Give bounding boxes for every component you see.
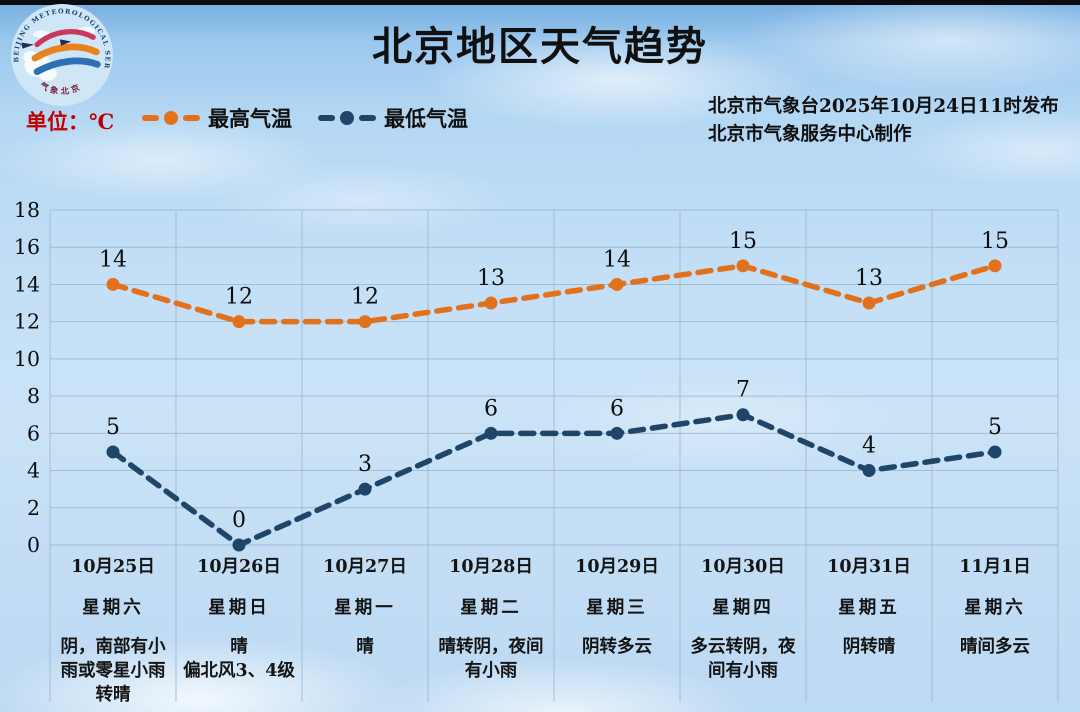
min-temp-value-label: 3 bbox=[358, 452, 372, 477]
logo-arrow-icon bbox=[59, 39, 72, 46]
chart-legend: 最高气温 最低气温 bbox=[142, 103, 468, 133]
y-tick-label: 2 bbox=[27, 496, 40, 520]
max-temp-point bbox=[610, 277, 624, 291]
logo-orange-swoosh bbox=[31, 43, 100, 62]
max-temp-value-label: 14 bbox=[603, 247, 631, 272]
max-temp-value-label: 14 bbox=[99, 247, 127, 272]
legend-label-max-temp: 最高气温 bbox=[208, 106, 292, 131]
max-temp-point bbox=[484, 296, 498, 310]
max-temp-value-label: 12 bbox=[351, 285, 379, 310]
max-temp-value-label: 15 bbox=[729, 229, 757, 254]
beijing-meteorological-logo: BEIJING METEOROLOGICAL SERVICE 气象北京 bbox=[10, 3, 113, 106]
max-temp-line bbox=[110, 263, 998, 325]
day-weather: 多云转阴，夜间有小雨 bbox=[690, 637, 796, 682]
min-temp-value-label: 5 bbox=[106, 415, 120, 440]
y-tick-label: 10 bbox=[14, 347, 40, 371]
day-column: 11月1日星期六晴间多云 bbox=[932, 553, 1058, 707]
min-temp-point bbox=[358, 482, 372, 496]
day-column: 10月26日 星期日晴 偏北风3、4级 bbox=[176, 553, 302, 707]
day-weekday: 星期一 bbox=[334, 598, 396, 618]
day-weekday: 星期四 bbox=[712, 598, 774, 618]
y-tick-label: 0 bbox=[27, 533, 40, 557]
day-weekday: 星期日 bbox=[208, 598, 270, 618]
max-temp-point bbox=[988, 259, 1002, 273]
min-temp-point bbox=[988, 445, 1002, 459]
y-tick-label: 14 bbox=[14, 272, 40, 296]
publisher-line-1: 北京市气象台2025年10月24日11时发布 bbox=[708, 96, 1059, 117]
min-temp-point bbox=[862, 464, 876, 478]
unit-label: 单位：℃ bbox=[26, 109, 115, 134]
max-temp-point bbox=[232, 315, 246, 329]
min-temp-point bbox=[484, 426, 498, 440]
day-column: 10月28日 星期二晴转阴，夜间有小雨 bbox=[428, 553, 554, 707]
logo-red-swoosh bbox=[34, 29, 96, 48]
min-temp-value-label: 5 bbox=[988, 415, 1002, 440]
day-date: 10月26日 bbox=[197, 557, 281, 577]
min-temp-point bbox=[610, 426, 624, 440]
max-temp-point bbox=[106, 277, 120, 291]
max-temp-value-label: 13 bbox=[477, 266, 505, 291]
max-temp-point bbox=[736, 259, 750, 273]
day-date: 10月31日 bbox=[827, 557, 911, 577]
min-temp-value-label: 7 bbox=[736, 378, 750, 403]
x-axis-labels: 10月25日 星期六 阴，南部有小雨或零星小雨转晴 10月26日 星期日晴 偏北风3、4… bbox=[50, 553, 1058, 707]
min-temp-line bbox=[110, 411, 998, 548]
day-weather: 阴转晴 bbox=[842, 637, 896, 657]
min-temp-value-label: 6 bbox=[610, 396, 624, 421]
max-temp-point bbox=[358, 315, 372, 329]
min-temp-value-label: 0 bbox=[232, 508, 246, 533]
min-temp-value-label: 6 bbox=[484, 396, 498, 421]
legend-label-min-temp: 最低气温 bbox=[384, 106, 468, 131]
day-date: 10月25日 bbox=[71, 557, 155, 577]
day-date: 10月30日 bbox=[701, 557, 785, 577]
day-weather: 阴，南部有小雨或零星小雨转晴 bbox=[60, 637, 166, 706]
day-column: 10月29日 星期三阴转多云 bbox=[554, 553, 680, 707]
max-temp-value-label: 12 bbox=[225, 285, 253, 310]
min-temp-point bbox=[232, 538, 246, 552]
max-temp-point bbox=[862, 296, 876, 310]
day-weather: 阴转多云 bbox=[582, 637, 652, 657]
min-temp-value-label: 4 bbox=[862, 434, 876, 459]
day-weather: 晴转阴，夜间有小雨 bbox=[438, 637, 544, 682]
day-weekday: 星期六 bbox=[82, 598, 144, 618]
day-weather: 晴 偏北风3、4级 bbox=[183, 637, 295, 682]
top-border bbox=[0, 0, 1080, 5]
publisher-info: 北京市气象台2025年10月24日11时发布 北京市气象服务中心制作 bbox=[708, 93, 1059, 149]
max-temp-value-label: 13 bbox=[855, 266, 883, 291]
logo-blue-swoosh bbox=[33, 57, 101, 76]
day-weather: 晴 bbox=[356, 637, 374, 657]
day-weekday: 星期二 bbox=[460, 598, 522, 618]
y-tick-label: 8 bbox=[27, 384, 40, 408]
y-tick-label: 16 bbox=[14, 235, 40, 259]
day-column: 10月25日 星期六阴，南部有小雨或零星小雨转晴 bbox=[50, 553, 176, 707]
y-tick-label: 12 bbox=[14, 310, 40, 334]
min-temp-dashed-line-icon bbox=[318, 111, 376, 125]
day-date: 10月28日 bbox=[449, 557, 533, 577]
day-weekday: 星期五 bbox=[838, 598, 900, 618]
day-weather: 晴间多云 bbox=[960, 637, 1030, 657]
legend-item-min-temp: 最低气温 bbox=[318, 103, 468, 133]
min-temp-point bbox=[736, 408, 750, 422]
day-date: 10月27日 bbox=[323, 557, 407, 577]
min-temp-point bbox=[106, 445, 120, 459]
day-column: 10月30日 星期四多云转阴，夜间有小雨 bbox=[680, 553, 806, 707]
day-column: 10月31日 星期五阴转晴 bbox=[806, 553, 932, 707]
max-temp-value-label: 15 bbox=[981, 229, 1009, 254]
day-weekday: 星期六 bbox=[964, 598, 1026, 618]
day-date: 10月29日 bbox=[575, 557, 659, 577]
page-title: 北京地区天气趋势 bbox=[372, 23, 708, 70]
y-tick-label: 6 bbox=[27, 421, 40, 445]
logo-arrow-icon bbox=[21, 42, 34, 49]
publisher-line-2: 北京市气象服务中心制作 bbox=[708, 123, 912, 145]
day-date: 11月1日 bbox=[959, 557, 1031, 577]
y-tick-label: 18 bbox=[14, 198, 40, 222]
max-temp-dashed-line-icon bbox=[142, 111, 200, 125]
legend-item-max-temp: 最高气温 bbox=[142, 103, 292, 133]
day-column: 10月27日 星期一晴 bbox=[302, 553, 428, 707]
day-weekday: 星期三 bbox=[586, 598, 648, 618]
y-tick-label: 4 bbox=[27, 459, 40, 483]
